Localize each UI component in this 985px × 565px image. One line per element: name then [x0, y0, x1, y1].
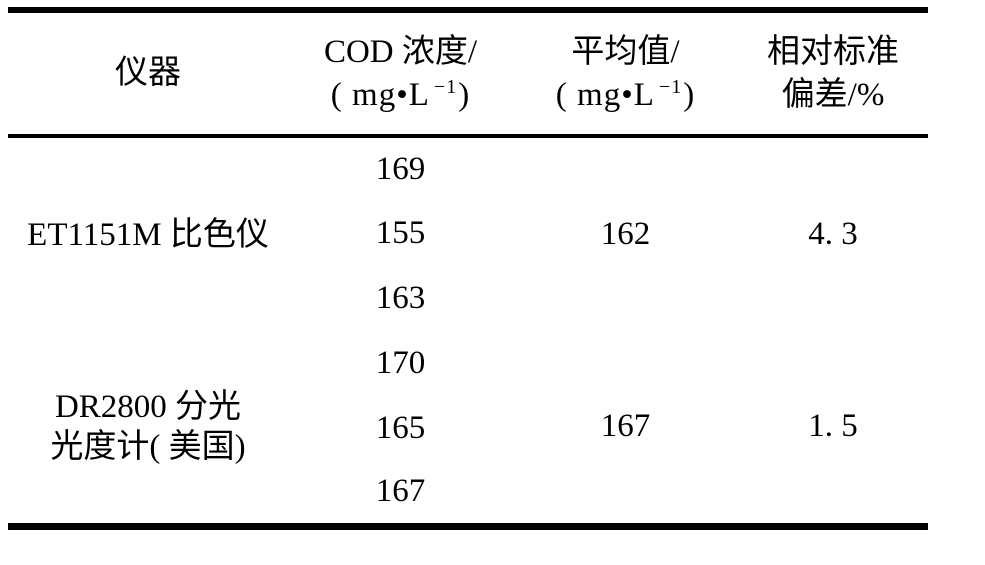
- value-cell: 170: [375, 344, 426, 381]
- table-row: ET1151M 比色仪 169 162 4. 3: [8, 136, 928, 253]
- table-row: 163: [8, 266, 928, 331]
- unit-line: ( mg•L −1): [288, 74, 513, 117]
- unit-text: ): [458, 76, 471, 113]
- unit-superscript: −1: [658, 75, 683, 98]
- value-cell: 155: [375, 214, 426, 251]
- table-row: 165: [8, 396, 928, 461]
- header-row: 仪器 COD 浓度/ ( mg•L −1) 平均值/ ( mg•L −1) 相对标准…: [8, 10, 928, 138]
- table-row: 167: [8, 461, 928, 526]
- header-label: 仪器: [115, 55, 181, 91]
- average-cell: 162: [600, 215, 651, 252]
- cod-comparison-table: 仪器 COD 浓度/ ( mg•L −1) 平均值/ ( mg•L −1) 相对标准…: [8, 7, 928, 530]
- rsd-cell: 1. 5: [808, 408, 858, 445]
- header-label: COD 浓度/: [323, 33, 478, 70]
- unit-text: ): [683, 76, 696, 113]
- table-row: DR2800 分光 光度计( 美国) 170 167 1. 5: [8, 331, 928, 465]
- col-header-rsd: 相对标准 偏差/%: [738, 10, 928, 138]
- header-label: 平均值/: [571, 33, 680, 70]
- average-cell: 167: [600, 408, 651, 445]
- header-label: 相对标准: [767, 33, 899, 70]
- instrument-cell: ET1151M 比色仪: [27, 216, 269, 253]
- unit-text: ( mg•L: [555, 76, 655, 113]
- header-label: 偏差/%: [781, 76, 885, 113]
- table-row: 155: [8, 201, 928, 266]
- unit-superscript: −1: [433, 75, 458, 98]
- instrument-cell: DR2800 分光 光度计( 美国): [50, 388, 246, 465]
- value-cell: 167: [375, 473, 426, 510]
- col-header-cod-concentration: COD 浓度/ ( mg•L −1): [288, 10, 513, 138]
- value-cell: 169: [375, 150, 426, 187]
- col-header-average: 平均值/ ( mg•L −1): [513, 10, 738, 138]
- value-cell: 165: [375, 409, 426, 446]
- unit-line: ( mg•L −1): [513, 74, 738, 117]
- rsd-cell: 4. 3: [808, 215, 858, 252]
- unit-text: ( mg•L: [330, 76, 430, 113]
- col-header-instrument: 仪器: [8, 10, 288, 138]
- value-cell: 163: [375, 279, 426, 316]
